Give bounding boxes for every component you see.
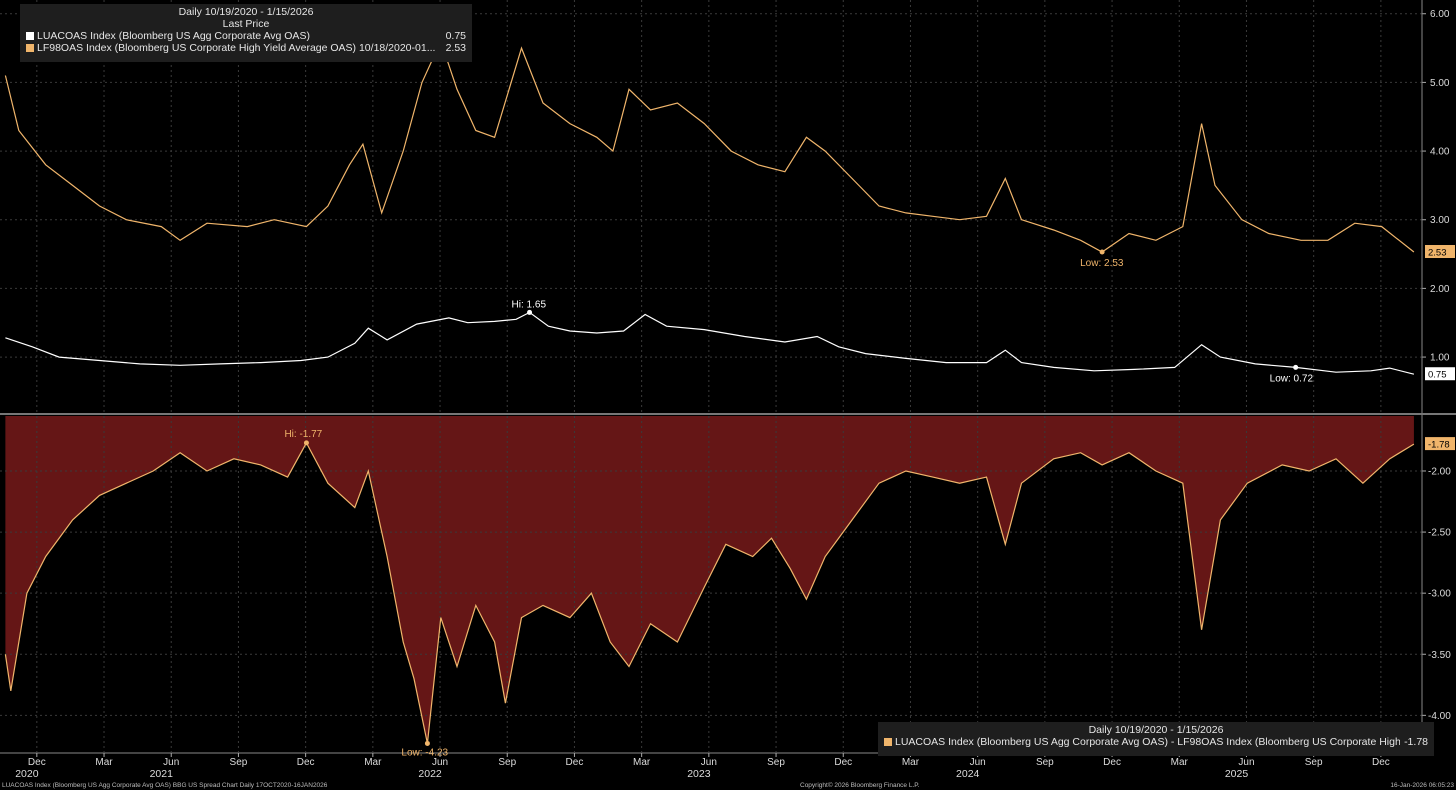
x-year-label: 2024	[956, 768, 980, 780]
luacoas-last-tag-bg	[1425, 367, 1455, 381]
legend-name-luacoas: LUACOAS Index (Bloomberg US Agg Corporat…	[37, 30, 310, 42]
x-month-label: Jun	[970, 757, 986, 768]
lf98oas-line	[4, 39, 1415, 253]
x-year-label: 2022	[418, 768, 442, 780]
bottom-legend-title: Daily 10/19/2020 - 1/15/2026	[1088, 724, 1224, 736]
spread-hi-point	[303, 440, 309, 446]
x-month-label: Dec	[1103, 757, 1121, 768]
top-ytick-label: 2.00	[1430, 284, 1450, 295]
x-month-label: Dec	[566, 757, 584, 768]
x-month-label: Sep	[1305, 757, 1323, 768]
spread-hi-label: Hi: -1.77	[284, 429, 322, 440]
luacoas-low-point	[1293, 364, 1299, 370]
top-legend: Daily 10/19/2020 - 1/15/2026 Last Price …	[20, 4, 472, 62]
x-month-label: Sep	[1036, 757, 1054, 768]
legend-name-spread: LUACOAS Index (Bloomberg US Agg Corporat…	[895, 736, 1401, 748]
top-ytick-label: 5.00	[1430, 78, 1450, 89]
orange-swatch-icon	[884, 738, 892, 746]
x-year-label: 2023	[687, 768, 711, 780]
bottom-ytick-label: -4.00	[1428, 711, 1451, 722]
legend-value-luacoas: 0.75	[445, 30, 466, 42]
x-month-label: Jun	[163, 757, 179, 768]
top-legend-title: Daily 10/19/2020 - 1/15/2026	[178, 6, 314, 18]
x-year-label: 2025	[1225, 768, 1249, 780]
luacoas-last-tag: 0.75	[1428, 370, 1447, 381]
x-year-label: 2021	[150, 768, 174, 780]
footer-left: LUACOAS Index (Bloomberg US Agg Corporat…	[2, 782, 328, 789]
x-month-label: Sep	[767, 757, 785, 768]
top-ytick-label: 4.00	[1430, 147, 1450, 158]
bottom-ytick-label: -2.50	[1428, 528, 1451, 539]
bottom-ytick-label: -2.00	[1428, 466, 1451, 477]
legend-value-lf98oas: 2.53	[445, 42, 466, 54]
bottom-ytick-label: -3.50	[1428, 650, 1451, 661]
spread-last-tag-bg	[1425, 437, 1455, 451]
x-month-label: Jun	[701, 757, 717, 768]
x-month-label: Dec	[834, 757, 852, 768]
bottom-ytick-label: -3.00	[1428, 589, 1451, 600]
top-ytick-label: 3.00	[1430, 215, 1450, 226]
bottom-legend-row-spread[interactable]: LUACOAS Index (Bloomberg US Agg Corporat…	[884, 736, 1428, 748]
spread-low-label: Low: -4.23	[401, 747, 448, 758]
luacoas-line	[5, 311, 1415, 375]
orange-swatch-icon	[26, 44, 34, 52]
x-month-label: Jun	[1238, 757, 1254, 768]
bottom-legend: Daily 10/19/2020 - 1/15/2026 LUACOAS Ind…	[878, 722, 1434, 756]
x-month-label: Mar	[902, 757, 920, 768]
white-swatch-icon	[26, 32, 34, 40]
x-month-label: Dec	[297, 757, 315, 768]
spread-low-point	[424, 740, 430, 746]
spread-area-fill	[5, 416, 1414, 744]
legend-value-spread: -1.78	[1404, 736, 1428, 748]
spread-line	[4, 441, 1415, 744]
x-month-label: Dec	[28, 757, 46, 768]
top-legend-row-luacoas[interactable]: LUACOAS Index (Bloomberg US Agg Corporat…	[26, 30, 466, 42]
luacoas-hi-point	[527, 309, 533, 315]
lf98oas-last-tag-bg	[1425, 245, 1455, 259]
top-legend-subtitle: Last Price	[222, 18, 270, 30]
x-month-label: Jun	[432, 757, 448, 768]
lf98oas-low-label: Low: 2.53	[1080, 258, 1124, 269]
footer-timestamp: 16-Jan-2026 06:05:23	[1390, 782, 1454, 789]
luacoas-low-label: Low: 0.72	[1270, 373, 1314, 384]
x-month-label: Mar	[1171, 757, 1189, 768]
top-ytick-label: 1.00	[1430, 353, 1450, 364]
legend-name-lf98oas: LF98OAS Index (Bloomberg US Corporate Hi…	[37, 42, 436, 54]
lf98oas-low-point	[1099, 249, 1105, 255]
x-year-label: 2020	[15, 768, 39, 780]
lf98oas-last-tag: 2.53	[1428, 248, 1447, 259]
x-month-label: Mar	[95, 757, 113, 768]
x-month-label: Mar	[633, 757, 651, 768]
x-month-label: Sep	[230, 757, 248, 768]
top-legend-row-lf98oas[interactable]: LF98OAS Index (Bloomberg US Corporate Hi…	[26, 42, 466, 54]
x-month-label: Sep	[498, 757, 516, 768]
top-ytick-label: 6.00	[1430, 9, 1450, 20]
luacoas-hi-label: Hi: 1.65	[512, 299, 547, 310]
x-month-label: Mar	[364, 757, 382, 768]
x-month-label: Dec	[1372, 757, 1390, 768]
footer-copyright: Copyright© 2026 Bloomberg Finance L.P.	[800, 782, 920, 789]
spread-last-tag: -1.78	[1428, 440, 1450, 451]
